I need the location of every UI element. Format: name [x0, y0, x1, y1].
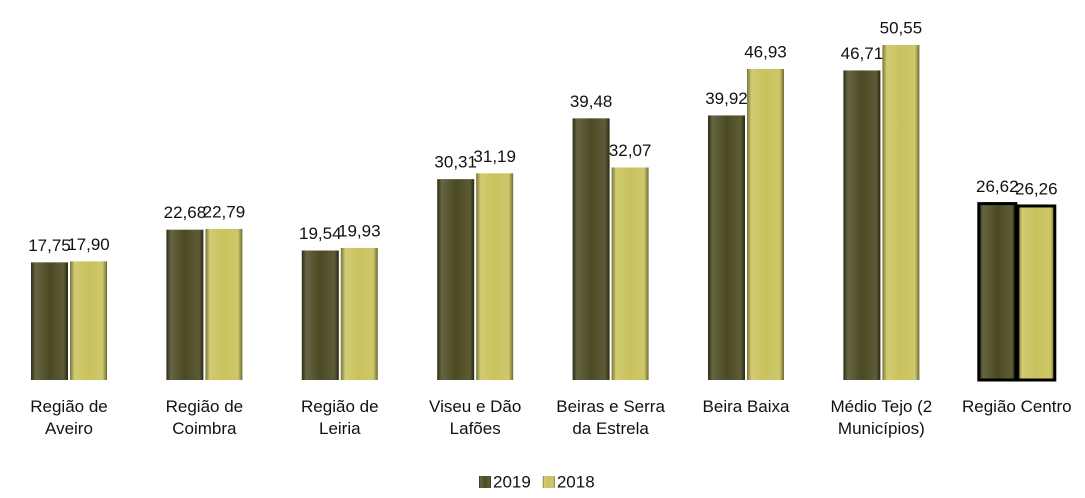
value-label: 50,55 [880, 18, 923, 37]
bar [437, 179, 475, 380]
x-tick-label: Região de Aveiro [30, 397, 108, 438]
x-tick-label: Região Centro [961, 397, 1072, 416]
value-label: 46,93 [744, 42, 787, 61]
legend-swatch [479, 476, 491, 488]
bar [476, 173, 514, 380]
value-label: 39,92 [705, 89, 748, 108]
value-label: 17,75 [28, 236, 71, 255]
bar [882, 45, 920, 380]
value-label: 19,54 [299, 224, 342, 243]
value-label: 26,62 [976, 177, 1019, 196]
value-label: 32,07 [609, 141, 652, 160]
x-tick-label: Viseu e Dão Lafões [429, 397, 522, 438]
bar [166, 229, 204, 380]
bar [708, 115, 745, 380]
value-label: 30,31 [434, 153, 477, 172]
legend-swatch [542, 476, 555, 488]
value-label: 46,71 [841, 44, 884, 63]
x-tick-label: Região de Coimbra [165, 397, 244, 438]
value-label: 17,90 [67, 235, 110, 254]
value-label: 26,26 [1015, 179, 1058, 198]
value-label: 31,19 [473, 147, 516, 166]
legend-label: 2019 [493, 472, 531, 491]
value-label: 22,68 [164, 203, 207, 222]
value-label: 39,48 [570, 92, 613, 111]
bar [1016, 204, 1057, 382]
bar [977, 202, 1018, 382]
bar [205, 228, 243, 380]
bar [301, 250, 339, 380]
bar [611, 167, 649, 380]
value-label: 19,93 [338, 221, 381, 240]
legend-label: 2018 [557, 472, 595, 491]
bar [572, 118, 610, 381]
bar [747, 68, 784, 380]
value-label: 22,79 [203, 202, 246, 221]
x-tick-label: Médio Tejo (2 Municípios) [830, 397, 933, 438]
x-tick-label: Região de Leiria [301, 397, 379, 438]
x-tick-label: Beiras e Serra da Estrela [556, 397, 665, 438]
bar [340, 247, 378, 380]
x-tick-label: Beira Baixa [702, 397, 790, 416]
bar [70, 261, 107, 380]
bar [843, 70, 881, 381]
bar [31, 262, 68, 380]
